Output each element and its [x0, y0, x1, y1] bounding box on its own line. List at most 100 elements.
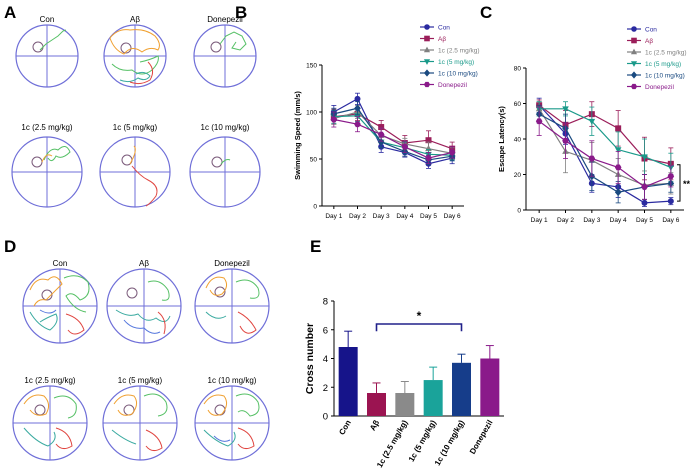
series-line — [539, 108, 672, 168]
maze-label: Donepezil — [214, 259, 250, 268]
data-point — [630, 61, 638, 67]
x-tick-label: Day 3 — [373, 213, 390, 220]
swim-path — [145, 429, 163, 452]
data-point — [641, 154, 648, 161]
legend-label: Con — [645, 27, 657, 34]
significance-bracket — [375, 323, 463, 332]
y-tick-label: 20 — [514, 172, 522, 179]
panel-d: Con Aβ Donepezil — [12, 259, 270, 461]
maze-label: Con — [40, 15, 55, 24]
legend-label: 1c (5 mg/kg) — [645, 61, 681, 68]
swim-path — [235, 279, 260, 299]
maze-d-1: Con — [22, 259, 98, 344]
swim-path — [213, 435, 231, 442]
legend-label: 1c (10 mg/kg) — [438, 71, 478, 78]
swim-path — [55, 427, 73, 450]
legend-label: Con — [438, 25, 450, 32]
x-tick-label: Day 6 — [444, 213, 461, 220]
data-point — [401, 143, 409, 150]
maze-label: 1c (2.5 mg/kg) — [21, 123, 72, 132]
maze-label: 1c (10 mg/kg) — [208, 376, 257, 385]
y-tick-label: 8 — [323, 297, 328, 308]
series-4: 1c (10 mg/kg) — [535, 71, 685, 204]
y-tick-label: 4 — [323, 354, 328, 365]
x-tick-label: Day 4 — [396, 213, 413, 220]
platform-circle — [32, 41, 44, 53]
panel-letter-e: E — [310, 237, 321, 256]
panel-letter-a: A — [4, 3, 16, 22]
maze-label: 1c (2.5 mg/kg) — [24, 376, 75, 385]
x-tick-label: Day 6 — [662, 217, 679, 224]
data-point — [614, 164, 622, 171]
bar — [395, 393, 415, 416]
swim-path — [111, 429, 137, 445]
data-point — [614, 188, 622, 197]
series-line — [333, 118, 453, 159]
platform-circle — [120, 42, 132, 54]
swim-path — [23, 427, 56, 447]
series-line — [538, 104, 671, 165]
platform-circle — [41, 289, 53, 301]
platform-circle — [211, 156, 223, 168]
swim-path — [129, 61, 154, 85]
maze-a-2: Aβ — [103, 15, 167, 88]
data-point — [667, 173, 675, 180]
panel-a: Con Aβ Donepezil 1c (2.5 m — [11, 15, 261, 208]
swim-path — [29, 311, 58, 331]
legend-label: Aβ — [645, 38, 653, 45]
platform-circle — [34, 404, 46, 416]
data-point — [425, 137, 432, 144]
data-point — [330, 116, 338, 123]
data-point — [614, 147, 622, 154]
series-line — [333, 115, 453, 156]
x-tick-label: 1c (5 mg/kg) — [407, 418, 438, 463]
swim-path — [235, 393, 260, 417]
swim-path — [113, 394, 138, 416]
y-tick-label: 50 — [310, 157, 318, 164]
bar — [452, 362, 471, 416]
platform-circle — [214, 286, 226, 298]
x-tick-label: 1c (10 mg/kg) — [433, 418, 467, 467]
swim-path — [23, 394, 50, 416]
swim-path — [39, 309, 57, 314]
significance-mark: ** — [683, 179, 691, 189]
x-tick-label: Day 5 — [420, 213, 437, 220]
maze-label: 1c (5 mg/kg) — [113, 123, 158, 132]
series-5: Donepezil — [535, 83, 675, 200]
x-tick-label: Donepezil — [468, 419, 495, 456]
swim-path — [29, 276, 63, 307]
bar — [480, 358, 500, 416]
y-tick-label: 60 — [514, 101, 522, 108]
y-tick-label: 6 — [323, 325, 328, 336]
y-tick-label: 150 — [306, 63, 317, 70]
data-point — [377, 138, 385, 146]
y-axis-label: Swimming Speed (mm/s) — [293, 91, 302, 180]
swim-path — [157, 311, 166, 335]
x-tick-label: Day 3 — [583, 217, 600, 224]
data-point — [641, 184, 648, 190]
maze-d-6: 1c (10 mg/kg) — [194, 376, 270, 461]
y-tick-label: 0 — [323, 412, 328, 423]
swim-path — [205, 276, 228, 296]
data-point — [448, 149, 456, 156]
swimming-speed-chart: 0 50 100 150 Day 1 Day 2 Day 3 Day 4 Day 5 Day 6 S… — [293, 24, 480, 220]
swim-path — [119, 71, 151, 83]
data-point — [423, 46, 431, 53]
legend-label: 1c (5 mg/kg) — [438, 59, 474, 66]
swim-path — [203, 394, 228, 416]
legend-label: 1c (2.5 mg/kg) — [645, 50, 687, 57]
legend-label: 1c (2.5 mg/kg) — [438, 48, 480, 55]
platform-circle — [214, 404, 226, 416]
swim-path — [237, 311, 257, 334]
data-point — [423, 69, 431, 77]
series-1: Aβ — [330, 35, 456, 156]
data-point — [425, 155, 432, 161]
data-point — [354, 95, 361, 102]
data-point — [423, 81, 431, 88]
swim-path — [237, 427, 255, 450]
series-line — [333, 107, 453, 161]
x-tick-label: Day 5 — [636, 217, 653, 224]
x-tick-label: Day 1 — [531, 217, 548, 224]
